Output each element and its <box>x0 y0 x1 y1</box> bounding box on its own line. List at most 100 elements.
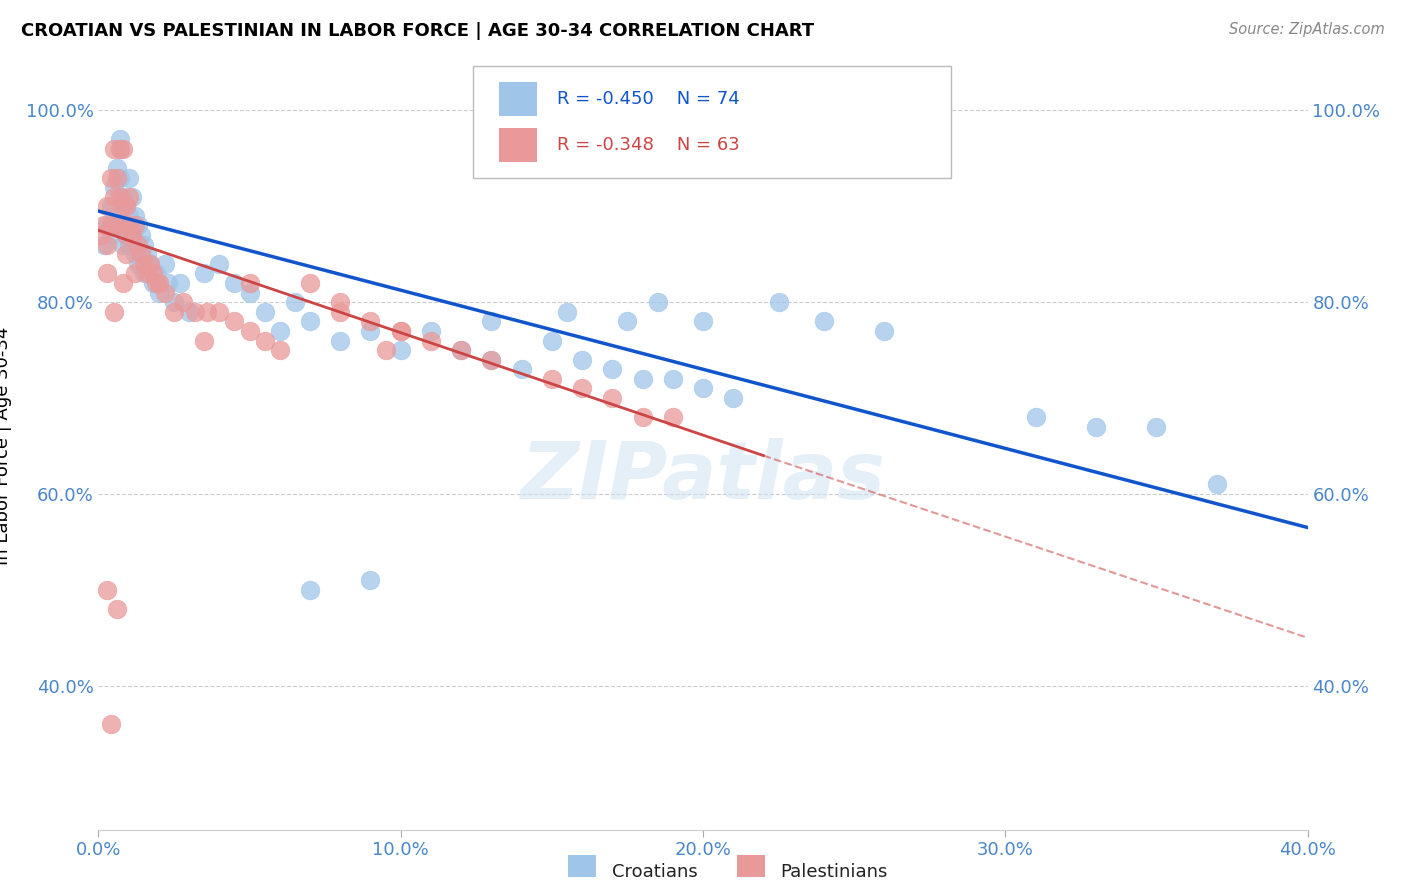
Point <box>118 189 141 203</box>
Point <box>118 170 141 185</box>
Point <box>1024 410 1046 425</box>
Point <box>103 219 125 233</box>
Point <box>153 285 176 300</box>
Point <box>269 343 291 358</box>
Point <box>692 382 714 396</box>
Text: ZIPatlas: ZIPatlas <box>520 438 886 516</box>
Point <box>96 237 118 252</box>
Point <box>723 391 745 405</box>
Point <box>169 276 191 290</box>
Point <box>132 257 155 271</box>
Point <box>374 343 396 358</box>
FancyBboxPatch shape <box>499 128 537 161</box>
Point <box>129 247 152 261</box>
Point <box>873 324 896 338</box>
Point <box>571 382 593 396</box>
Point <box>108 132 131 146</box>
Point <box>253 334 276 348</box>
Point <box>103 142 125 156</box>
FancyBboxPatch shape <box>474 66 950 178</box>
Point <box>127 237 149 252</box>
Point <box>193 334 215 348</box>
Point <box>239 324 262 338</box>
Point <box>111 189 134 203</box>
Point <box>96 266 118 280</box>
Point <box>540 334 562 348</box>
Text: R = -0.450    N = 74: R = -0.450 N = 74 <box>557 90 740 108</box>
Point <box>127 257 149 271</box>
Point <box>692 314 714 328</box>
Point <box>114 199 136 213</box>
Point <box>148 285 170 300</box>
Point <box>1206 477 1229 491</box>
Point <box>631 410 654 425</box>
Point <box>481 314 503 328</box>
Point <box>360 574 382 588</box>
Point <box>481 352 503 367</box>
Point <box>156 276 179 290</box>
Point <box>124 209 146 223</box>
Point <box>145 276 167 290</box>
Point <box>100 219 122 233</box>
Text: CROATIAN VS PALESTINIAN IN LABOR FORCE | AGE 30-34 CORRELATION CHART: CROATIAN VS PALESTINIAN IN LABOR FORCE |… <box>21 22 814 40</box>
Point <box>142 266 165 280</box>
Text: Palestinians: Palestinians <box>780 863 887 881</box>
Point <box>111 142 134 156</box>
Text: R = -0.348    N = 63: R = -0.348 N = 63 <box>557 136 740 153</box>
Point <box>111 276 134 290</box>
Point <box>329 295 352 310</box>
Point <box>124 247 146 261</box>
Point <box>420 334 443 348</box>
Point <box>114 228 136 243</box>
Point <box>111 199 134 213</box>
Point <box>555 305 578 319</box>
Point <box>661 372 683 386</box>
Point <box>105 602 128 616</box>
Point <box>129 228 152 243</box>
Point <box>114 228 136 243</box>
Point <box>103 305 125 319</box>
Point <box>105 161 128 175</box>
Point <box>103 189 125 203</box>
Point <box>127 219 149 233</box>
Point <box>124 266 146 280</box>
Point <box>132 266 155 280</box>
Point <box>661 410 683 425</box>
Point <box>813 314 835 328</box>
Point <box>118 209 141 223</box>
Point <box>103 180 125 194</box>
Point <box>163 295 186 310</box>
Point <box>96 219 118 233</box>
Point <box>193 266 215 280</box>
Point <box>132 237 155 252</box>
Point <box>105 209 128 223</box>
Point <box>224 276 246 290</box>
Text: Source: ZipAtlas.com: Source: ZipAtlas.com <box>1229 22 1385 37</box>
Point <box>118 219 141 233</box>
Point <box>111 237 134 252</box>
Point <box>148 276 170 290</box>
Point <box>224 314 246 328</box>
Point <box>96 582 118 597</box>
Point <box>602 362 624 376</box>
Point <box>389 324 412 338</box>
Point <box>105 219 128 233</box>
Point <box>93 219 115 233</box>
Point <box>208 257 231 271</box>
Point <box>768 295 790 310</box>
Point <box>253 305 276 319</box>
Point <box>135 266 157 280</box>
Point <box>360 314 382 328</box>
Point <box>100 717 122 731</box>
Point <box>135 247 157 261</box>
Point <box>481 352 503 367</box>
Point <box>100 228 122 243</box>
Point <box>142 276 165 290</box>
Point <box>153 257 176 271</box>
Point <box>145 266 167 280</box>
Point <box>172 295 194 310</box>
Point <box>114 247 136 261</box>
Point <box>239 285 262 300</box>
Point <box>389 343 412 358</box>
Point <box>139 257 162 271</box>
